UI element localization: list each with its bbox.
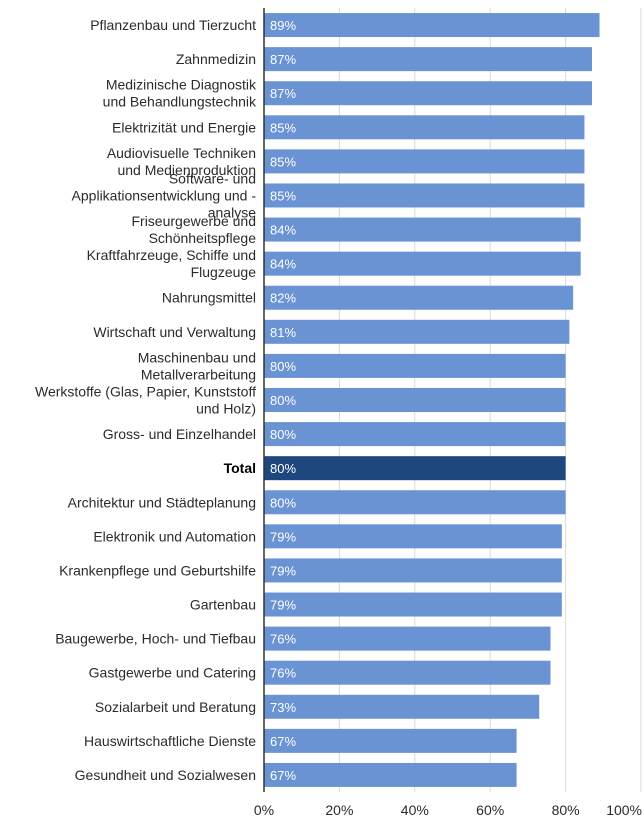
category-label: Werkstoffe (Glas, Papier, Kunststoff und … <box>35 384 256 417</box>
x-tick-label: 80% <box>552 802 580 818</box>
bar-value-label: 85% <box>270 120 296 135</box>
bar <box>264 353 566 378</box>
bar <box>264 524 562 549</box>
bar-value-label: 85% <box>270 188 296 203</box>
bar <box>264 490 566 515</box>
category-label: Hauswirtschaftliche Dienste <box>84 733 256 749</box>
category-label: Elektrizität und Energie <box>112 119 256 135</box>
bar <box>264 81 592 106</box>
bar-value-label: 85% <box>270 154 296 169</box>
category-label: Friseurgewerbe und Schönheitspflege <box>131 213 256 246</box>
category-label: Pflanzenbau und Tierzucht <box>90 17 256 33</box>
bar-value-label: 80% <box>270 461 296 476</box>
x-tick-label: 60% <box>476 802 504 818</box>
bar <box>264 13 600 38</box>
category-label: Kraftfahrzeuge, Schiffe und Flugzeuge <box>87 247 257 280</box>
bar-value-label: 89% <box>270 18 296 33</box>
category-label: Software- und Applikationsentwicklung und… <box>72 170 257 220</box>
bar-value-label: 79% <box>270 598 296 613</box>
category-label: Gastgewerbe und Catering <box>89 665 256 681</box>
bar-value-label: 80% <box>270 393 296 408</box>
category-label: Gesundheit und Sozialwesen <box>75 767 256 783</box>
bar <box>264 149 585 174</box>
bar-value-label: 84% <box>270 223 296 238</box>
bar <box>264 694 540 719</box>
category-labels: Pflanzenbau und Tierzucht Zahnmedizin Medi… <box>35 17 257 783</box>
bar <box>264 319 570 344</box>
bar <box>264 115 585 140</box>
bar <box>264 592 562 617</box>
bar-value-label: 80% <box>270 495 296 510</box>
bar-value-label: 82% <box>270 291 296 306</box>
category-label: Nahrungsmittel <box>162 290 256 306</box>
x-tick-label: 100% <box>606 802 642 818</box>
category-label: Wirtschaft und Verwaltung <box>93 324 256 340</box>
bar-value-label: 80% <box>270 427 296 442</box>
bar-value-label: 76% <box>270 632 296 647</box>
bar <box>264 183 585 208</box>
bar-value-label: 79% <box>270 529 296 544</box>
category-label: Gartenbau <box>190 597 256 613</box>
category-label: Architektur und Städteplanung <box>68 494 256 510</box>
bar-value-label: 84% <box>270 257 296 272</box>
bar <box>264 660 551 685</box>
bar <box>264 626 551 651</box>
category-label: Zahnmedizin <box>176 51 256 67</box>
category-label: Medizinische Diagnostik und Behandlungste… <box>103 77 257 110</box>
x-axis-ticks: 0% 20% 40% 60% 80% 100% <box>254 802 642 818</box>
bar-value-label: 87% <box>270 86 296 101</box>
bar-total <box>264 456 566 481</box>
bar <box>264 762 517 787</box>
bar <box>264 217 581 242</box>
bar-value-label: 67% <box>270 734 296 749</box>
bar <box>264 388 566 412</box>
category-label: Sozialarbeit und Beratung <box>95 699 256 715</box>
bar-value-label: 81% <box>270 325 296 340</box>
bar <box>264 558 562 583</box>
x-tick-label: 40% <box>401 802 429 818</box>
category-label: Gross- und Einzelhandel <box>103 426 256 442</box>
bars: 89% 87% 87% 85% 85% 85% 84% 84% 82% 81% 80% 80% 80% 8… <box>264 13 600 787</box>
bar-value-label: 79% <box>270 563 296 578</box>
category-label: Elektronik und Automation <box>93 528 256 544</box>
category-label: Total <box>224 460 256 476</box>
bar-value-label: 67% <box>270 768 296 783</box>
bar-value-label: 80% <box>270 359 296 374</box>
category-label: Audiovisuelle Techniken und Medienprodukt… <box>107 145 256 178</box>
x-tick-label: 20% <box>325 802 353 818</box>
bar-value-label: 76% <box>270 666 296 681</box>
x-tick-label: 0% <box>254 802 274 818</box>
bar-value-label: 73% <box>270 700 296 715</box>
category-label: Baugewerbe, Hoch- und Tiefbau <box>55 631 256 647</box>
bar <box>264 422 566 447</box>
bar <box>264 728 517 753</box>
bar <box>264 285 574 310</box>
bar <box>264 47 592 72</box>
bar <box>264 251 581 276</box>
category-label: Krankenpflege und Geburtshilfe <box>59 562 256 578</box>
category-label: Maschinenbau und Metallverarbeitung <box>138 349 256 382</box>
bar-value-label: 87% <box>270 52 296 67</box>
